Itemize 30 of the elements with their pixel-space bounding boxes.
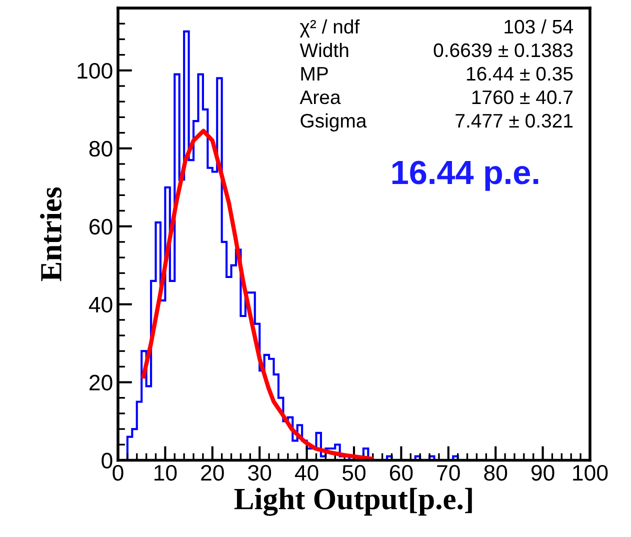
annotation: χ² / ndf (300, 19, 360, 38)
x-tick-label: 0 (112, 464, 124, 481)
x-axis-title: Light Output[p.e.] (234, 488, 472, 516)
x-tick-label: 100 (573, 464, 608, 481)
y-tick-label: 40 (88, 296, 112, 313)
x-tick-label: 80 (484, 464, 508, 481)
annotation: 103 / 54 (504, 19, 573, 34)
annotation: MP (301, 67, 328, 80)
x-tick-label: 60 (390, 464, 413, 481)
annotation: Area (300, 90, 341, 104)
x-tick-label: 20 (201, 464, 224, 481)
annotation: Gsigma (300, 113, 367, 132)
annotation: 7.477 ± 0.321 (456, 114, 573, 128)
annotation: 0.6639 ± 0.1383 (434, 43, 573, 58)
annotation: 1760 ± 40.7 (472, 90, 572, 104)
annotation: 16.44 ± 0.35 (466, 66, 573, 81)
x-tick-label: 30 (248, 464, 272, 481)
x-tick-label: 10 (154, 464, 177, 481)
annotation: 16.44 p.e. (392, 160, 538, 191)
y-axis-title: Entries (40, 187, 62, 282)
y-tick-label: 0 (102, 452, 112, 468)
x-tick-label: 50 (342, 464, 366, 481)
y-tick-label: 80 (89, 140, 112, 157)
y-tick-label: 20 (90, 374, 112, 391)
x-tick-label: 90 (531, 464, 554, 481)
y-tick-label: 60 (90, 218, 112, 235)
annotation: Width (300, 42, 348, 58)
y-tick-label: 100 (78, 62, 112, 79)
x-tick-label: 70 (437, 464, 460, 481)
x-tick-label: 40 (294, 464, 318, 481)
